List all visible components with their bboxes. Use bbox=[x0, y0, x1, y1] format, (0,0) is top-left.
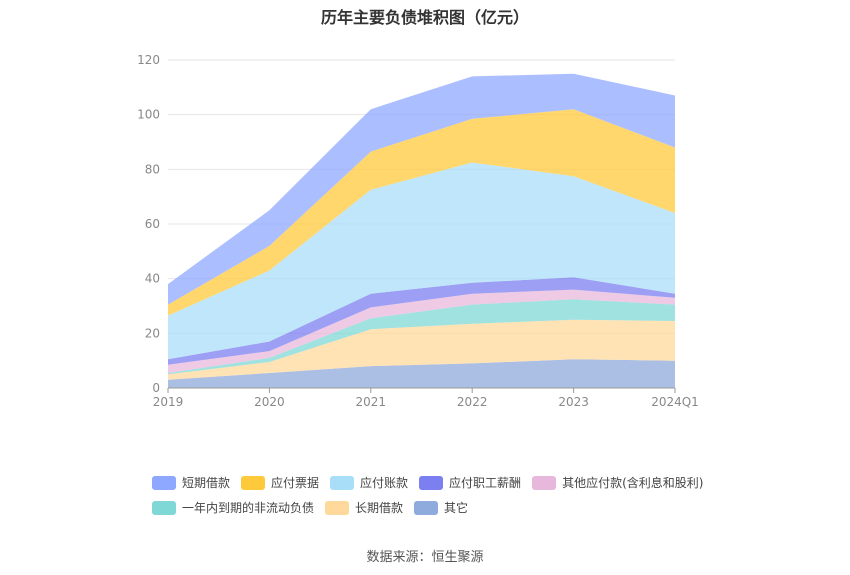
legend-swatch bbox=[419, 475, 444, 490]
source-note: 数据来源：恒生聚源 bbox=[366, 550, 484, 565]
legend-label: 其他应付款(含利息和股利) bbox=[562, 476, 704, 490]
legend-label: 应付职工薪酬 bbox=[449, 476, 522, 490]
y-tick-label: 20 bbox=[145, 326, 160, 340]
y-tick-label: 100 bbox=[137, 108, 160, 122]
legend: 短期借款 应付票据 应付账款 应付职工薪酬 其他应付款(含利息和股利) 一年内到期的非流… bbox=[152, 470, 752, 520]
legend-label: 应付票据 bbox=[271, 476, 320, 490]
legend-item[interactable]: 应付票据 bbox=[241, 474, 319, 491]
x-tick-label: 2019 bbox=[153, 395, 184, 409]
legend-swatch bbox=[152, 475, 176, 490]
area-series-其他应付款(含利息和股利) bbox=[168, 289, 675, 373]
x-tick-label: 2022 bbox=[457, 395, 488, 409]
area-series bbox=[168, 73, 675, 388]
legend-swatch bbox=[330, 475, 355, 490]
legend-label: 短期借款 bbox=[182, 476, 231, 490]
legend-label: 其它 bbox=[444, 501, 469, 515]
area-series-长期借款 bbox=[168, 319, 675, 380]
legend-row: 短期借款 应付票据 应付账款 应付职工薪酬 其他应付款(含利息和股利) bbox=[152, 470, 752, 495]
x-tick-label: 2024Q1 bbox=[651, 395, 699, 409]
legend-swatch bbox=[241, 475, 266, 490]
legend-item[interactable]: 短期借款 bbox=[152, 474, 230, 491]
legend-item[interactable]: 一年内到期的非流动负债 bbox=[152, 499, 314, 516]
y-tick-label: 120 bbox=[137, 53, 160, 67]
legend-swatch bbox=[414, 500, 439, 515]
chart-title: 历年主要负债堆积图（亿元） bbox=[320, 8, 529, 27]
area-series-短期借款 bbox=[168, 73, 675, 305]
legend-swatch bbox=[152, 500, 176, 515]
legend-swatch bbox=[532, 475, 557, 490]
legend-item[interactable]: 应付职工薪酬 bbox=[419, 474, 521, 491]
x-tick-label: 2023 bbox=[558, 395, 589, 409]
legend-item[interactable]: 其它 bbox=[414, 499, 468, 516]
x-tick-label: 2021 bbox=[356, 395, 387, 409]
area-series-应付账款 bbox=[168, 162, 675, 360]
legend-row: 一年内到期的非流动负债 长期借款 其它 bbox=[152, 495, 752, 520]
legend-label: 应付账款 bbox=[360, 476, 409, 490]
x-tick-label: 2020 bbox=[254, 395, 285, 409]
legend-item[interactable]: 长期借款 bbox=[325, 499, 403, 516]
y-tick-label: 60 bbox=[145, 217, 160, 231]
y-tick-label: 80 bbox=[145, 162, 160, 176]
legend-label: 长期借款 bbox=[355, 501, 404, 515]
y-tick-label: 0 bbox=[152, 381, 160, 395]
legend-item[interactable]: 其他应付款(含利息和股利) bbox=[532, 474, 703, 491]
legend-swatch bbox=[325, 500, 350, 515]
area-series-一年内到期的非流动负债 bbox=[168, 299, 675, 375]
area-series-其它 bbox=[168, 359, 675, 388]
legend-item[interactable]: 应付账款 bbox=[330, 474, 408, 491]
legend-label: 一年内到期的非流动负债 bbox=[182, 501, 315, 515]
axes: 0 20 40 60 80 100 120 2019 2020 2021 2022 2023 2024Q… bbox=[137, 53, 699, 409]
y-tick-label: 40 bbox=[145, 272, 160, 286]
area-series-应付职工薪酬 bbox=[168, 277, 675, 365]
area-series-应付票据 bbox=[168, 109, 675, 316]
